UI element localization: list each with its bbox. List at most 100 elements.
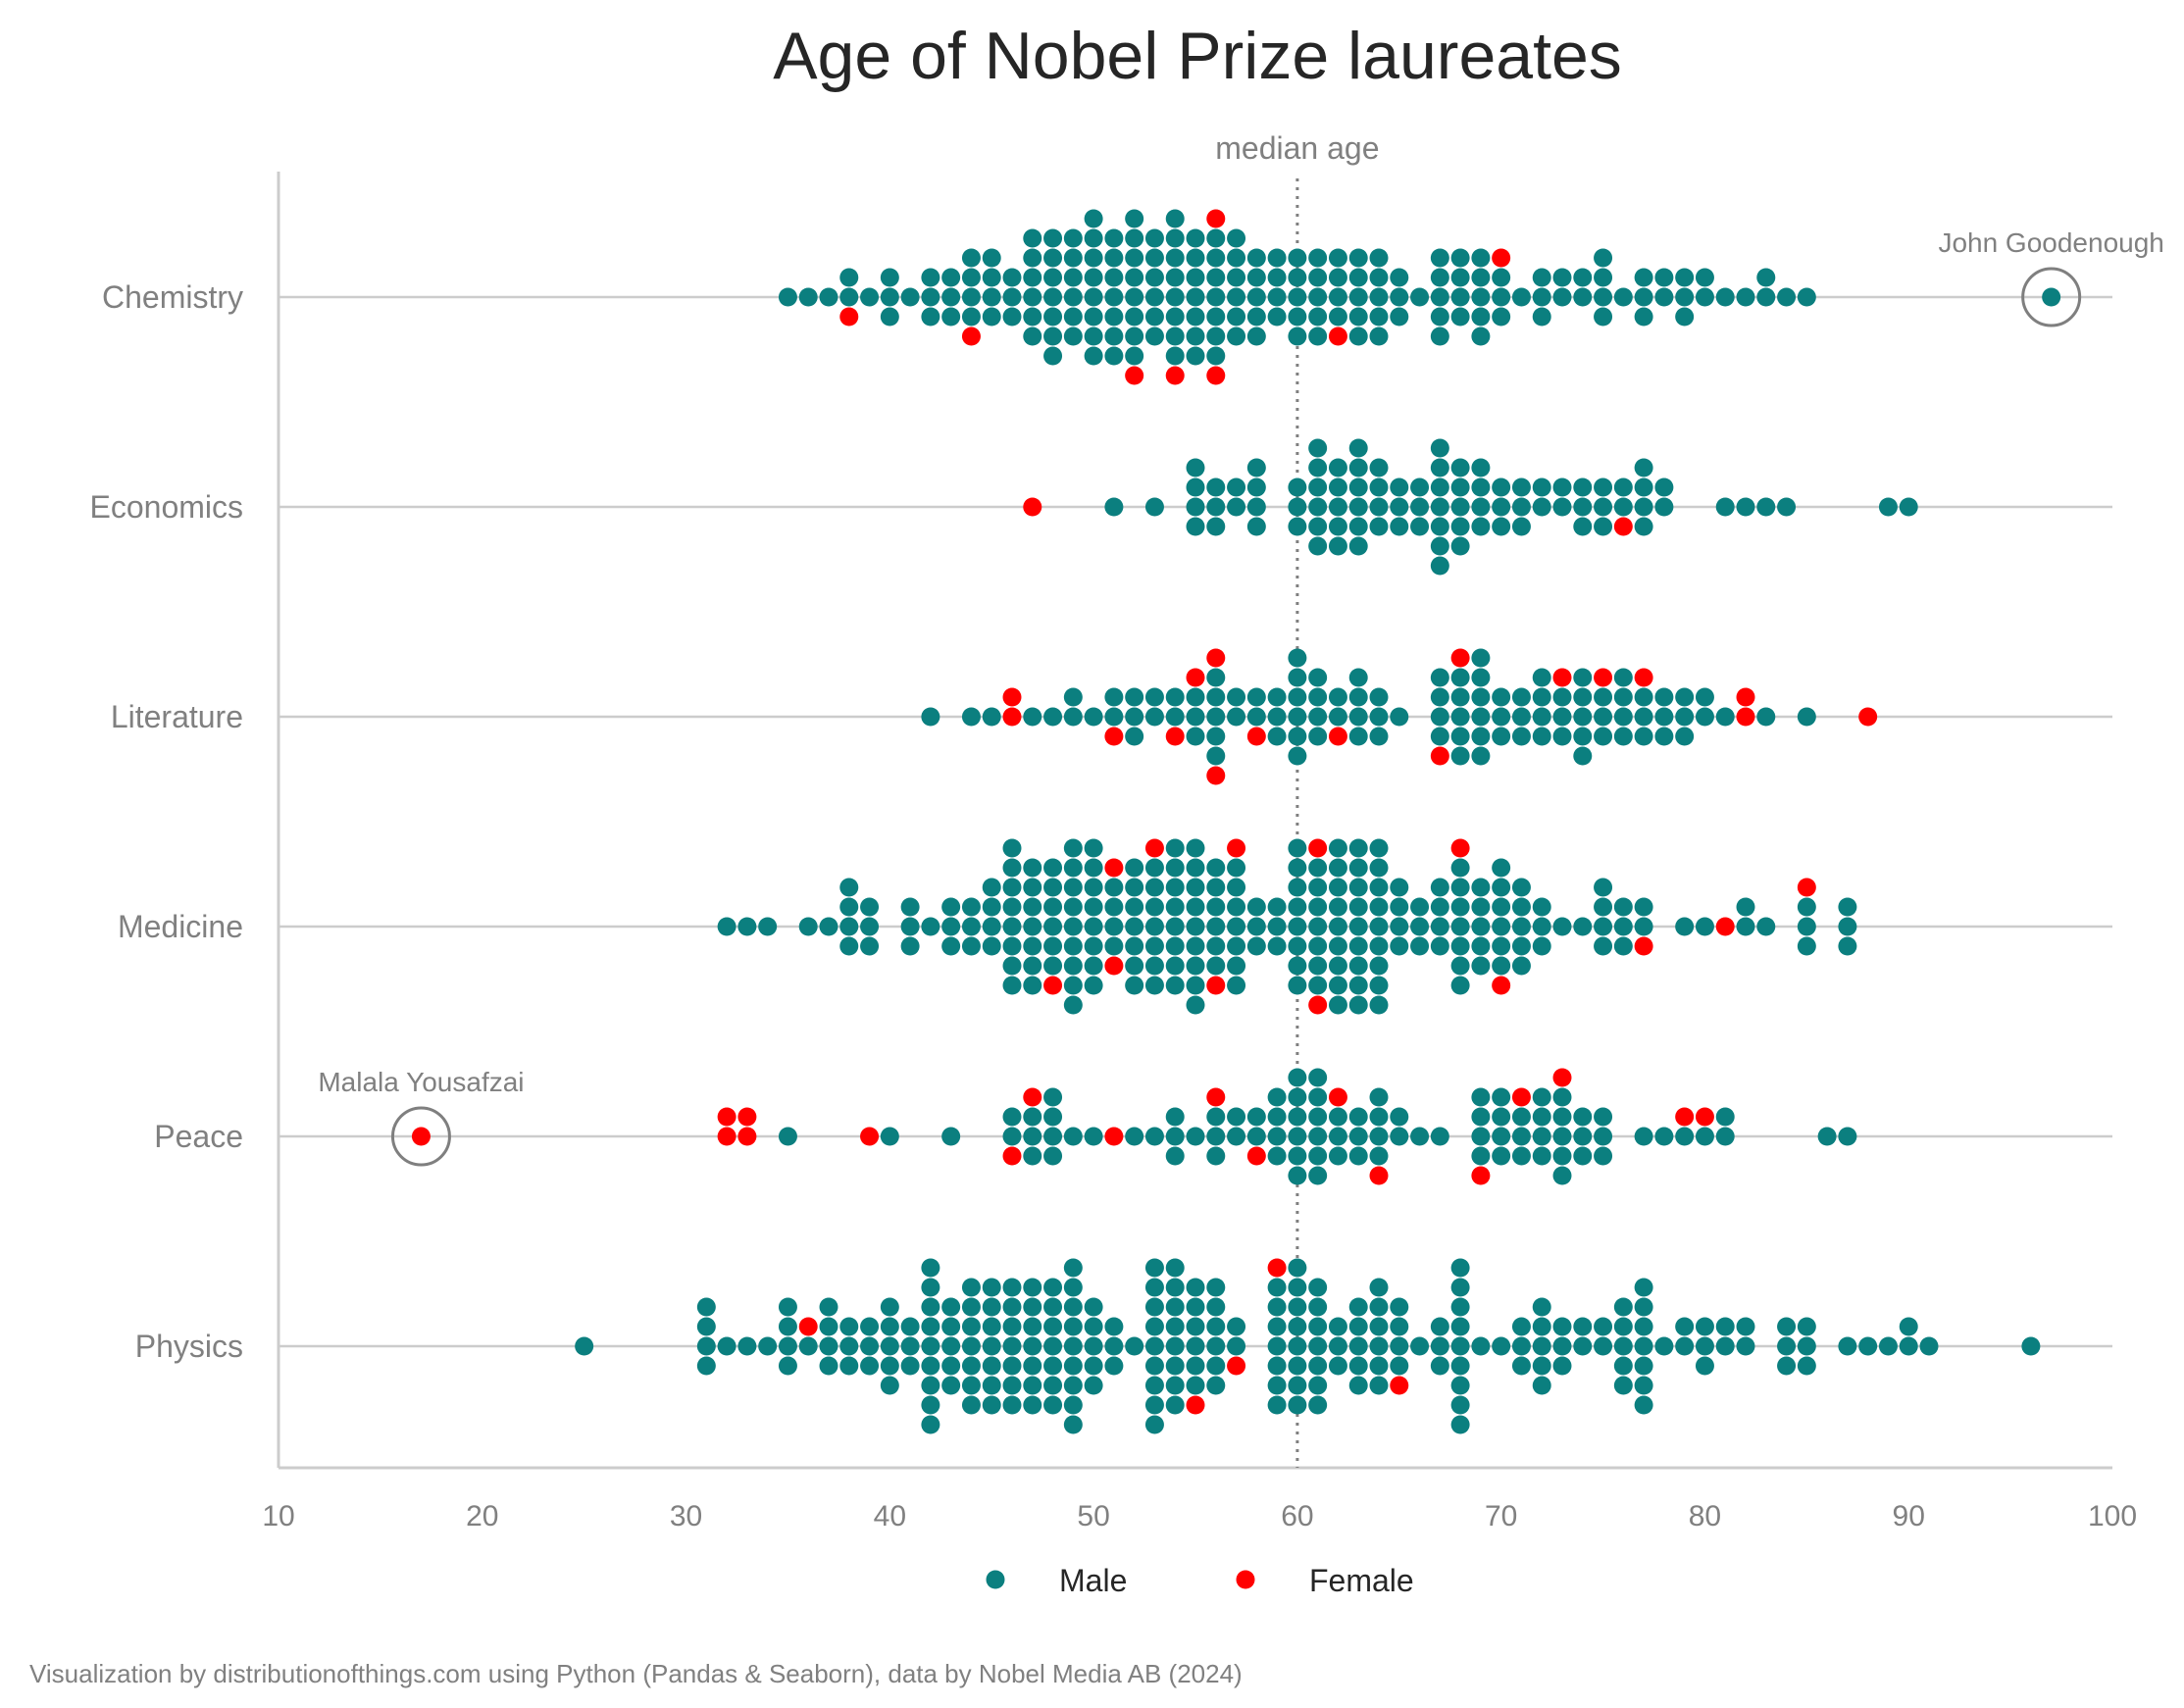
male-point [1002, 268, 1022, 287]
male-point [1308, 1395, 1328, 1415]
male-point [1348, 1376, 1368, 1395]
male-point [1369, 477, 1389, 497]
male-point [1450, 858, 1470, 878]
male-point [1471, 458, 1491, 477]
male-point [1471, 1127, 1491, 1146]
male-point [961, 307, 981, 327]
male-point [1227, 976, 1246, 995]
male-point [1186, 976, 1205, 995]
male-point [1206, 307, 1226, 327]
female-point [1492, 248, 1511, 268]
male-point [1063, 687, 1083, 707]
female-point [717, 1107, 736, 1127]
male-point [1023, 878, 1042, 897]
median-label: median age [1215, 130, 1379, 166]
male-point [1165, 268, 1185, 287]
male-point [1043, 307, 1063, 327]
male-point [1573, 727, 1593, 746]
male-point [2042, 287, 2061, 307]
male-point [2021, 1336, 2041, 1356]
male-point [1695, 1336, 1714, 1356]
male-point [1165, 1336, 1185, 1356]
male-point [941, 1356, 961, 1376]
male-point [1288, 477, 1307, 497]
male-point [839, 287, 859, 307]
male-point [1736, 1336, 1755, 1356]
male-point [1471, 878, 1491, 897]
male-point [860, 1317, 880, 1336]
male-point [1613, 1356, 1633, 1376]
male-point [941, 307, 961, 327]
male-point [1246, 1127, 1266, 1146]
male-point [1390, 1356, 1409, 1376]
male-point [1144, 228, 1164, 248]
male-point [982, 1395, 1001, 1415]
male-point [778, 1297, 797, 1317]
male-point [1186, 936, 1205, 956]
male-point [1165, 838, 1185, 858]
male-point [1084, 917, 1103, 936]
male-point [1144, 327, 1164, 346]
male-point [1246, 707, 1266, 727]
caption: Visualization by distributionofthings.co… [29, 1659, 1243, 1688]
male-point [778, 1127, 797, 1146]
male-point [1450, 1356, 1470, 1376]
male-point [1227, 1127, 1246, 1146]
male-point [1532, 897, 1551, 917]
male-point [1430, 1127, 1449, 1146]
y-tick-label: Economics [90, 489, 244, 525]
male-point [982, 268, 1001, 287]
male-point [1288, 1278, 1307, 1297]
male-point [1023, 1107, 1042, 1127]
male-point [1125, 248, 1144, 268]
male-point [1063, 1317, 1083, 1336]
male-point [1227, 936, 1246, 956]
male-point [1430, 268, 1449, 287]
male-point [1430, 327, 1449, 346]
male-point [1308, 477, 1328, 497]
male-point [921, 287, 940, 307]
male-point [1348, 327, 1368, 346]
male-point [1348, 707, 1368, 727]
male-point [1634, 458, 1653, 477]
male-point [1634, 707, 1653, 727]
male-point [1125, 707, 1144, 727]
male-point [1450, 917, 1470, 936]
male-point [717, 1336, 736, 1356]
male-point [1023, 268, 1042, 287]
male-point [1471, 1107, 1491, 1127]
male-point [1594, 707, 1613, 727]
x-tick-label: 90 [1893, 1500, 1925, 1532]
male-point [1227, 497, 1246, 517]
male-point [1492, 287, 1511, 307]
male-point [1756, 707, 1776, 727]
male-point [860, 936, 880, 956]
male-point [1288, 517, 1307, 536]
male-point [1165, 327, 1185, 346]
male-point [1736, 917, 1755, 936]
male-point [1186, 878, 1205, 897]
male-point [1532, 1336, 1551, 1356]
male-point [1023, 917, 1042, 936]
male-point [1002, 287, 1022, 307]
male-point [1613, 687, 1633, 707]
male-point [1511, 878, 1531, 897]
female-point [1736, 687, 1755, 707]
female-point [1492, 976, 1511, 995]
male-point [1144, 1127, 1164, 1146]
male-point [1288, 1376, 1307, 1395]
male-point [778, 1317, 797, 1336]
male-point [1308, 1297, 1328, 1317]
male-point [1288, 707, 1307, 727]
male-point [961, 268, 981, 287]
male-point [1063, 228, 1083, 248]
male-point [1369, 936, 1389, 956]
male-point [717, 917, 736, 936]
male-point [1267, 1395, 1287, 1415]
male-point [1267, 707, 1287, 727]
data-points [411, 209, 2061, 1434]
male-point [880, 1297, 899, 1317]
male-point [1369, 307, 1389, 327]
male-point [1206, 1107, 1226, 1127]
male-point [1165, 209, 1185, 228]
